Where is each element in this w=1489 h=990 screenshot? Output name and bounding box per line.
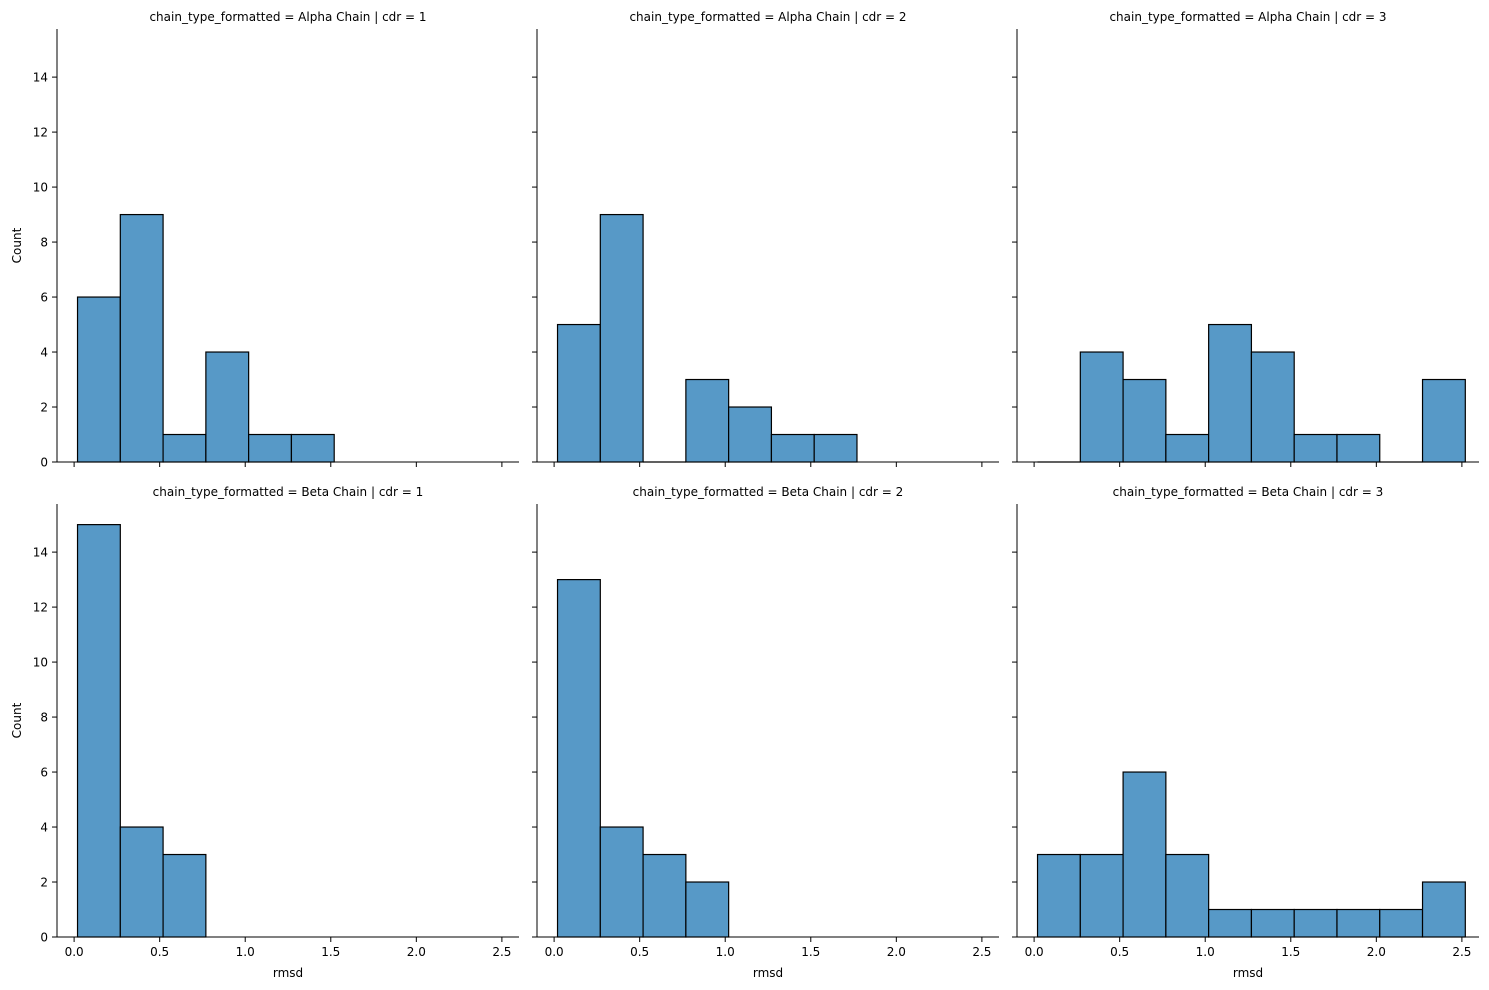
histogram-bar (1208, 908, 1253, 938)
facet-panel-5: 0.0 0.5 1.0 1.5 2.0 2.5 chain_type_formatted =… (532, 485, 999, 980)
x-tick-label: 2.5 (1452, 945, 1471, 959)
histogram-bar (599, 213, 644, 463)
histogram-bar (1421, 881, 1466, 938)
x-tick-label: 1.0 (236, 945, 255, 959)
x-tick-label: 2.5 (972, 945, 991, 959)
histogram-bar (1036, 853, 1081, 938)
x-tick-label: 0.5 (630, 945, 649, 959)
x-tick-label: 0.5 (1110, 945, 1129, 959)
y-axis-label: Count (10, 227, 24, 263)
facet-title: chain_type_formatted = Alpha Chain | cdr… (149, 10, 426, 24)
histogram-bar (162, 853, 207, 938)
facet-title: chain_type_formatted = Beta Chain | cdr … (1113, 485, 1384, 499)
x-axis-label: rmsd (1233, 966, 1263, 980)
y-tick-label: 10 (33, 656, 48, 670)
histogram-bar (248, 433, 293, 463)
histogram-bar (1208, 323, 1253, 463)
y-axis-label: Count (10, 702, 24, 738)
histogram-bar (162, 433, 207, 463)
histogram-bar (1079, 351, 1124, 463)
y-tick-label: 2 (40, 876, 48, 890)
histogram-bar (642, 853, 687, 938)
y-tick-label: 14 (33, 71, 48, 85)
y-tick-label: 2 (40, 401, 48, 415)
x-tick-label: 1.0 (1196, 945, 1215, 959)
y-tick-label: 6 (40, 291, 48, 305)
histogram-bar (1122, 378, 1167, 463)
x-tick-label: 2.0 (1367, 945, 1386, 959)
histogram-bar (685, 881, 730, 938)
histogram-bar (1336, 908, 1381, 938)
x-tick-label: 0.0 (65, 945, 84, 959)
y-tick-label: 0 (40, 456, 48, 470)
histogram-bar (1250, 351, 1295, 463)
histogram-bar (728, 406, 773, 463)
histogram-bar (119, 826, 164, 938)
x-tick-label: 1.5 (321, 945, 340, 959)
x-tick-label: 1.0 (716, 945, 735, 959)
x-axis-label: rmsd (753, 966, 783, 980)
histogram-bar (1079, 853, 1124, 938)
y-tick-label: 14 (33, 546, 48, 560)
histogram-bar (556, 323, 601, 463)
x-axis-label: rmsd (273, 966, 303, 980)
y-tick-label: 6 (40, 766, 48, 780)
y-tick-label: 8 (40, 711, 48, 725)
histogram-bar (205, 351, 250, 463)
facet-panel-2: chain_type_formatted = Alpha Chain | cdr… (532, 10, 999, 467)
histogram-bar (770, 433, 815, 463)
facet-panel-3: chain_type_formatted = Alpha Chain | cdr… (1012, 10, 1479, 467)
histogram-bar (1165, 433, 1210, 463)
histogram-bar (1293, 908, 1338, 938)
x-tick-label: 2.0 (887, 945, 906, 959)
histogram-bar (1122, 771, 1167, 938)
facet-title: chain_type_formatted = Alpha Chain | cdr… (629, 10, 906, 24)
y-tick-label: 8 (40, 236, 48, 250)
histogram-bar (76, 524, 121, 938)
histogram-bar (1336, 433, 1381, 463)
histogram-bar (685, 378, 730, 463)
histogram-bar (556, 578, 601, 938)
facet-title: chain_type_formatted = Beta Chain | cdr … (633, 485, 904, 499)
histogram-bar (76, 296, 121, 463)
x-tick-label: 2.5 (492, 945, 511, 959)
facet-panel-1: 0 2 4 6 8 10 12 14 chain_type_formatted = Alpha … (10, 10, 519, 470)
x-tick-label: 1.5 (1281, 945, 1300, 959)
x-tick-label: 2.0 (407, 945, 426, 959)
histogram-bar (1293, 433, 1338, 463)
y-tick-label: 12 (33, 601, 48, 615)
facet-title: chain_type_formatted = Beta Chain | cdr … (153, 485, 424, 499)
x-tick-label: 0.0 (1025, 945, 1044, 959)
y-tick-label: 10 (33, 181, 48, 195)
histogram-bar (813, 433, 858, 463)
histogram-bar (599, 826, 644, 938)
x-tick-label: 0.5 (150, 945, 169, 959)
histogram-bar (1379, 908, 1424, 938)
x-tick-label: 0.0 (545, 945, 564, 959)
histogram-bar (1421, 378, 1466, 463)
y-tick-label: 0 (40, 931, 48, 945)
facet-panel-4: 0 2 4 6 8 10 12 14 0.0 0.5 1.0 1.5 2.0 2.5 chain_type_… (10, 485, 519, 980)
facet-panel-6: 0.0 0.5 1.0 1.5 2.0 2.5 chain_type_formatted =… (1012, 485, 1479, 980)
facet-panels: 0 2 4 6 8 10 12 14 chain_type_formatted = Alpha … (10, 10, 1479, 980)
histogram-bar (1165, 853, 1210, 938)
y-tick-label: 4 (40, 346, 48, 360)
histogram-bar (1250, 908, 1295, 938)
y-tick-label: 4 (40, 821, 48, 835)
facet-title: chain_type_formatted = Alpha Chain | cdr… (1109, 10, 1386, 24)
y-tick-label: 12 (33, 126, 48, 140)
histogram-bar (119, 213, 164, 463)
histogram-bar (290, 433, 335, 463)
x-tick-label: 1.5 (801, 945, 820, 959)
